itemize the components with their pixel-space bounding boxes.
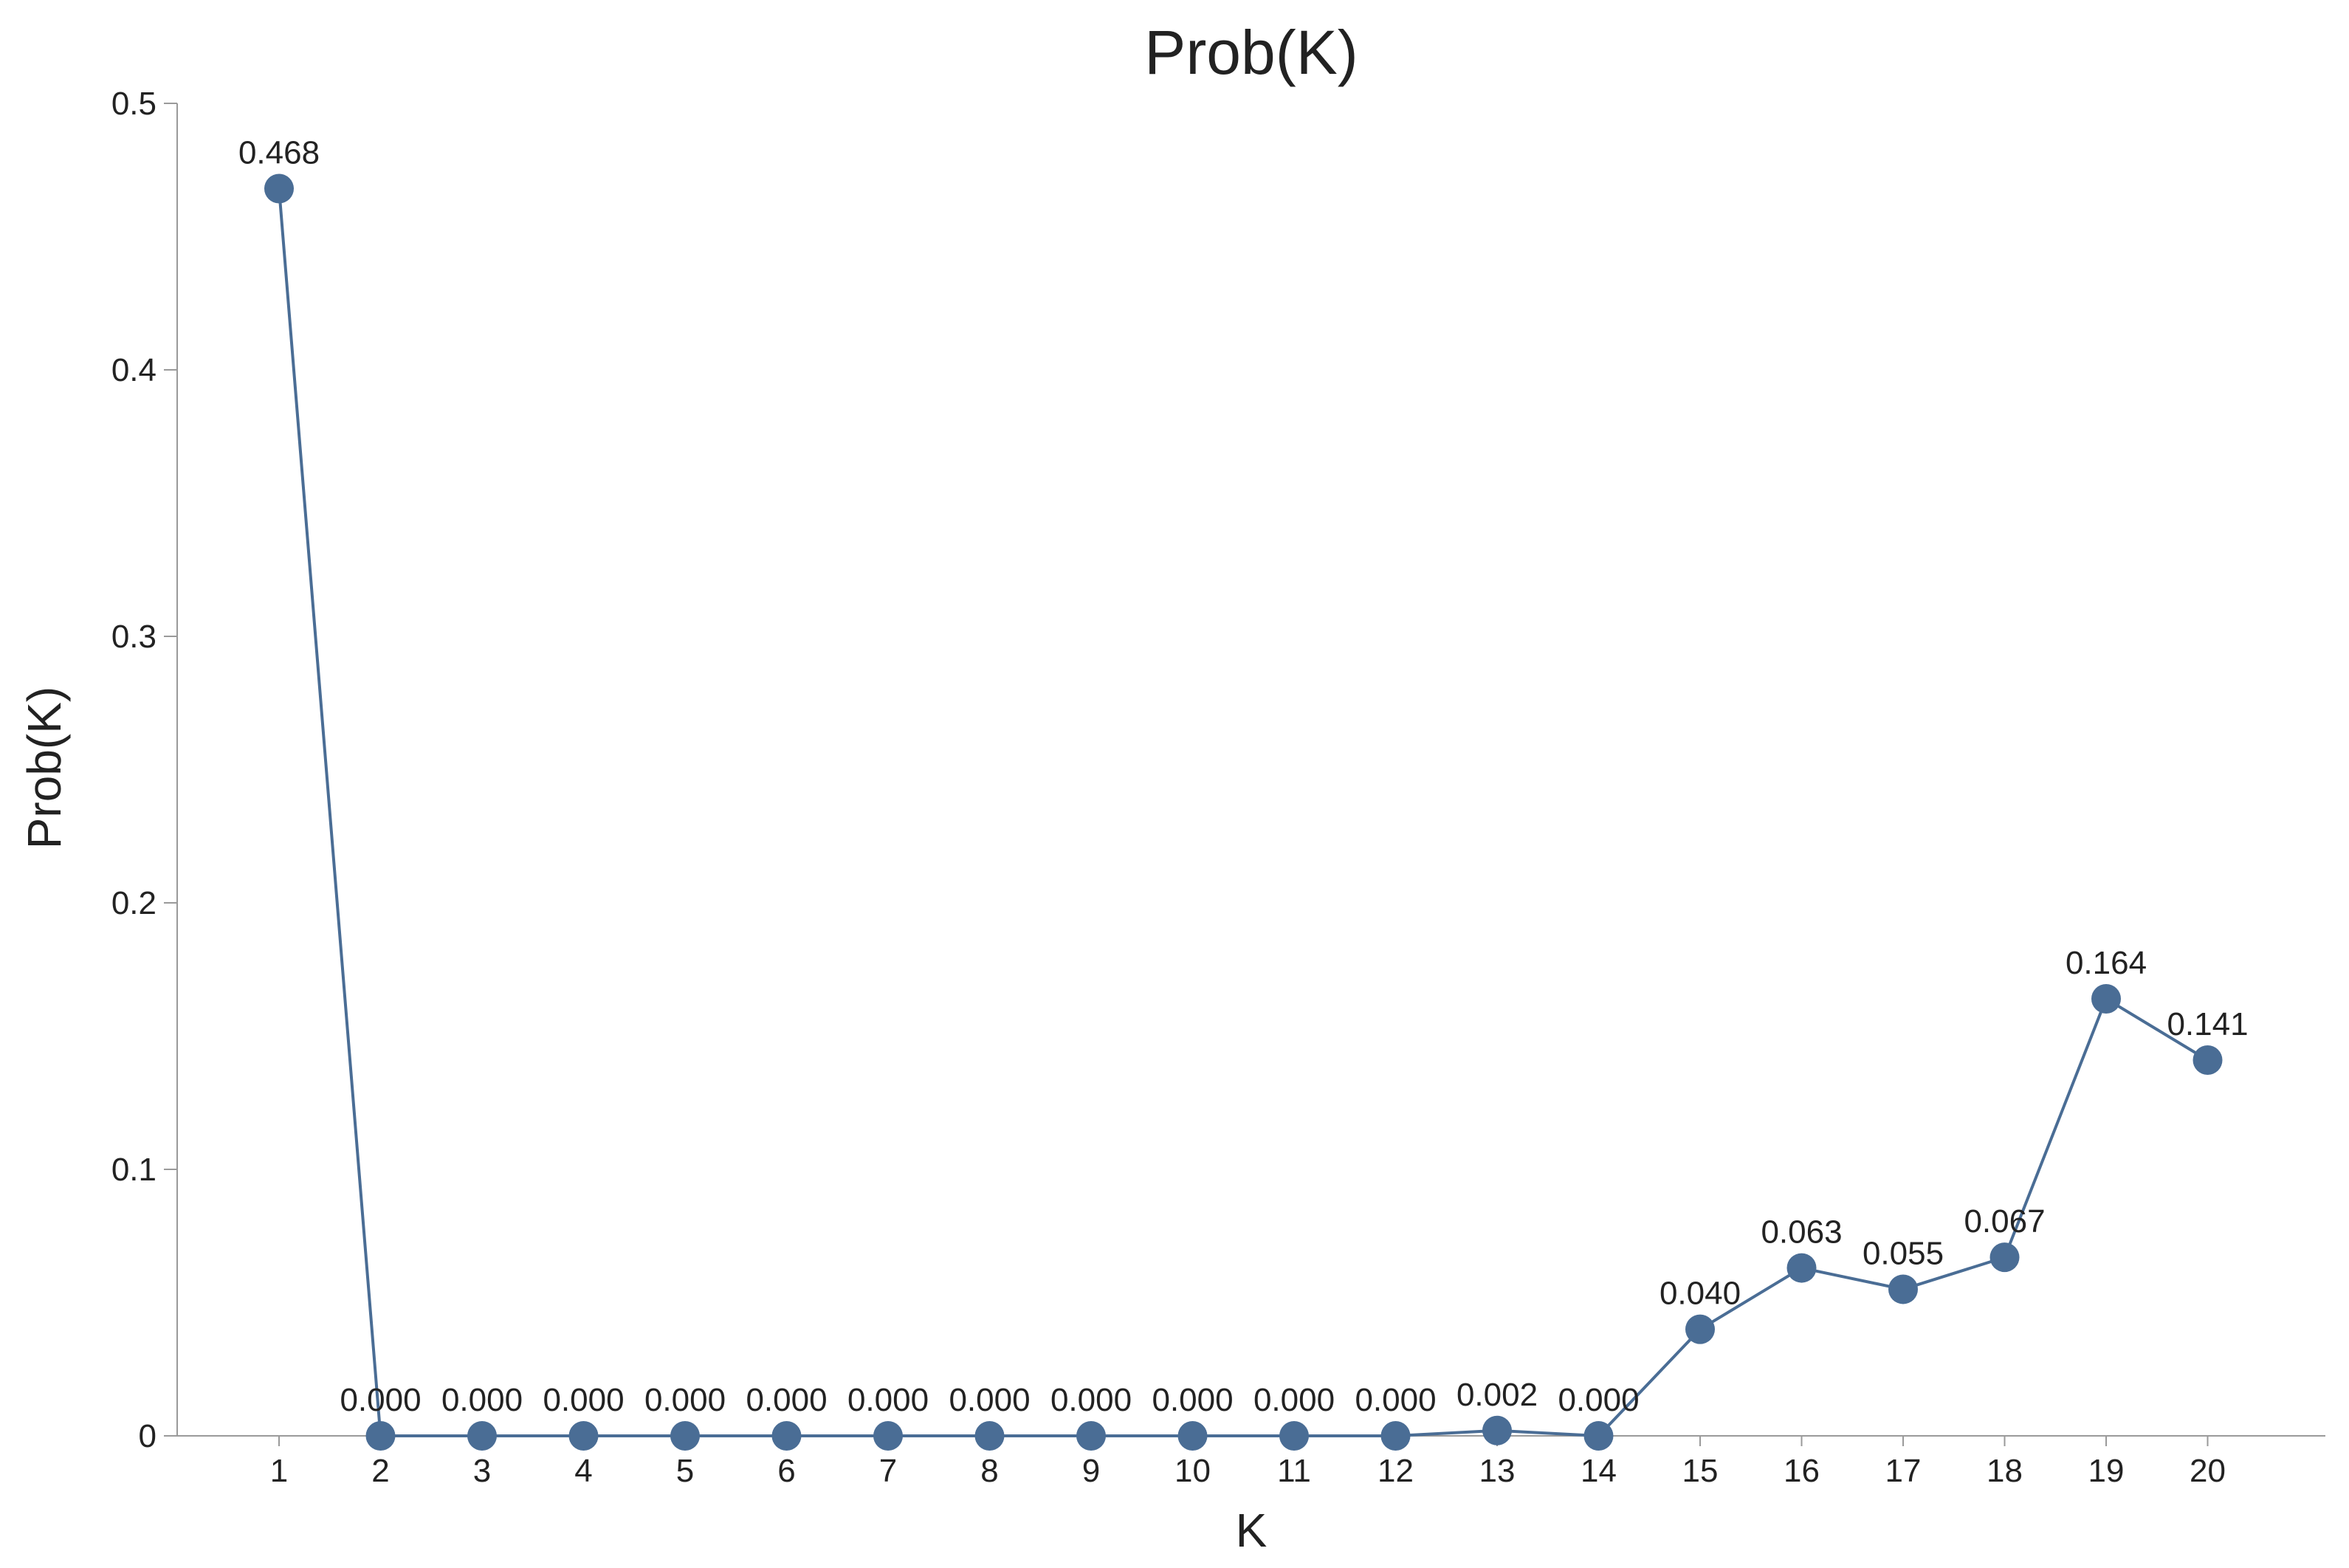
x-tick-label: 18 [1987, 1453, 2023, 1489]
data-point [1279, 1421, 1309, 1451]
data-point [771, 1421, 802, 1451]
data-label: 0.141 [2167, 1006, 2248, 1042]
x-tick-label: 20 [2190, 1453, 2226, 1489]
data-label: 0.468 [238, 135, 320, 171]
x-tick-label: 11 [1277, 1453, 1311, 1489]
data-point [2091, 983, 2121, 1014]
x-tick-label: 7 [879, 1453, 897, 1489]
x-tick-label: 12 [1378, 1453, 1414, 1489]
data-label: 0.040 [1660, 1276, 1741, 1312]
data-point [670, 1421, 700, 1451]
data-point [974, 1421, 1005, 1451]
series-prob-k [264, 173, 2223, 1451]
x-tick-label: 9 [1082, 1453, 1100, 1489]
y-axis-ticks: 0 0.1 0.2 0.3 0.4 0.5 [111, 86, 177, 1454]
x-tick-label: 8 [980, 1453, 998, 1489]
data-label: 0.000 [441, 1382, 523, 1418]
y-tick-label: 0 [139, 1418, 157, 1454]
y-tick-label: 0.2 [111, 885, 157, 921]
x-tick-label: 1 [270, 1453, 288, 1489]
data-label: 0.000 [1152, 1382, 1233, 1418]
x-axis-ticks: 1 2 3 4 5 6 7 8 9 10 11 12 13 14 15 16 17 18 19 20 [270, 1436, 2226, 1489]
data-point [2192, 1045, 2223, 1075]
y-tick-label: 0.3 [111, 619, 157, 655]
x-tick-label: 15 [1682, 1453, 1719, 1489]
data-label: 0.000 [543, 1382, 624, 1418]
chart-title: Prob(K) [1144, 18, 1358, 87]
data-label: 0.000 [1355, 1382, 1436, 1418]
data-point [1786, 1253, 1817, 1283]
x-tick-label: 13 [1479, 1453, 1516, 1489]
series-line [278, 188, 2209, 1438]
data-point [1888, 1274, 1918, 1304]
data-labels: 0.468 0.000 0.000 0.000 0.000 0.000 0.000 0.000… [238, 135, 2249, 1418]
data-label: 0.000 [1253, 1382, 1335, 1418]
x-tick-label: 3 [473, 1453, 491, 1489]
x-tick-label: 10 [1174, 1453, 1211, 1489]
data-label: 0.002 [1456, 1377, 1538, 1413]
data-point [365, 1421, 396, 1451]
data-point [1482, 1415, 1512, 1445]
data-label: 0.067 [1964, 1203, 2045, 1239]
data-label: 0.000 [1558, 1382, 1639, 1418]
data-label: 0.000 [746, 1382, 827, 1418]
data-label: 0.055 [1863, 1235, 1944, 1271]
data-point [1685, 1314, 1715, 1344]
y-tick-label: 0.5 [111, 86, 157, 122]
x-tick-label: 14 [1581, 1453, 1617, 1489]
y-tick-label: 0.4 [111, 352, 157, 388]
data-point [1076, 1421, 1106, 1451]
data-label: 0.000 [340, 1382, 421, 1418]
data-point [1380, 1421, 1411, 1451]
data-point [1177, 1421, 1208, 1451]
data-label: 0.164 [2066, 945, 2147, 981]
data-point [873, 1421, 903, 1451]
x-tick-label: 4 [574, 1453, 592, 1489]
data-label: 0.000 [644, 1382, 726, 1418]
data-label: 0.063 [1761, 1214, 1842, 1251]
y-tick-label: 0.1 [111, 1152, 157, 1188]
x-tick-label: 16 [1784, 1453, 1820, 1489]
data-label: 0.000 [949, 1382, 1030, 1418]
data-point [1989, 1242, 2020, 1273]
data-label: 0.000 [847, 1382, 929, 1418]
data-point [264, 173, 294, 204]
x-tick-label: 6 [777, 1453, 795, 1489]
x-axis-title: K [1236, 1504, 1268, 1557]
y-axis-title: Prob(K) [18, 687, 71, 850]
x-tick-label: 2 [371, 1453, 389, 1489]
data-point [1583, 1421, 1614, 1451]
x-tick-label: 17 [1885, 1453, 1922, 1489]
data-point [568, 1421, 599, 1451]
x-tick-label: 5 [676, 1453, 694, 1489]
data-point [467, 1421, 497, 1451]
x-tick-label: 19 [2088, 1453, 2125, 1489]
data-label: 0.000 [1050, 1382, 1132, 1418]
